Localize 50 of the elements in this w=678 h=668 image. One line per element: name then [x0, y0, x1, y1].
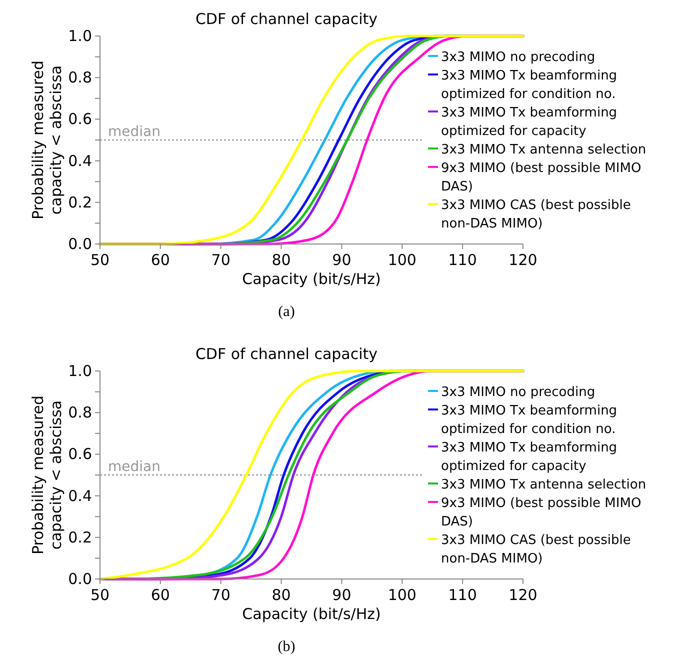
y-axis-title: Probability measured capacity < abscissa	[29, 60, 65, 220]
x-tick-label: 70	[211, 251, 230, 269]
x-axis-title: Capacity (bit/s/Hz)	[242, 605, 381, 623]
x-tick-label: 50	[90, 586, 110, 604]
x-tick-label: 60	[150, 251, 170, 269]
y-tick-label: 0.0	[68, 235, 92, 253]
chart-title: CDF of channel capacity	[195, 10, 378, 28]
x-tick-label: 120	[508, 586, 538, 604]
legend-label: 3x3 MIMO no precoding	[441, 50, 596, 65]
x-tick-label: 50	[90, 251, 110, 269]
x-tick-label: 80	[272, 251, 291, 269]
y-tick-label: 0.8	[68, 68, 92, 87]
y-tick-label: 0.2	[68, 528, 92, 546]
y-axis-title: Probability measured capacity < abscissa	[29, 395, 65, 555]
x-tick-label: 110	[448, 251, 477, 269]
y-tick-label: 0.0	[68, 570, 92, 588]
legend-label: 3x3 MIMO CAS (best possible non-DAS MIMO)	[441, 198, 631, 232]
x-tick-label: 90	[332, 586, 352, 604]
legend-label: 3x3 MIMO Tx beamforming optimized for condition no.	[441, 403, 618, 437]
y-tick-label: 1.0	[68, 362, 92, 380]
y-tick-label: 0.8	[68, 404, 92, 422]
y-tick-label: 0.4	[68, 152, 92, 170]
ref-line-label: median	[108, 124, 160, 140]
chart-title: CDF of channel capacity	[195, 345, 378, 363]
legend-label: 9x3 MIMO (best possible MIMO DAS)	[441, 496, 642, 530]
x-tick-label: 100	[388, 586, 416, 604]
x-tick-label: 100	[388, 251, 416, 269]
x-tick-label: 60	[150, 586, 170, 604]
text: (a)	[278, 304, 295, 320]
y-tick-label: 1.0	[68, 27, 92, 45]
legend-label: 3x3 MIMO CAS (best possible non-DAS MIMO)	[441, 532, 631, 566]
legend-label: 3x3 MIMO Tx beamforming optimized for condition no.	[441, 68, 618, 102]
legend-label: 3x3 MIMO Tx beamforming optimized for capacity	[441, 105, 618, 139]
ref-line-label: median	[108, 459, 160, 475]
x-axis-title: Capacity (bit/s/Hz)	[242, 270, 381, 288]
legend-label: 3x3 MIMO Tx antenna selection	[441, 142, 646, 158]
x-tick-label: 110	[448, 586, 477, 604]
legend-label: 3x3 MIMO Tx antenna selection	[441, 477, 646, 492]
x-tick-label: 70	[211, 586, 230, 604]
legend-label: 3x3 MIMO Tx beamforming optimized for capacity	[441, 440, 618, 474]
x-tick-label: 80	[272, 586, 291, 604]
legend-label: 3x3 MIMO no precoding	[441, 384, 596, 400]
y-tick-label: 0.2	[68, 193, 92, 212]
y-tick-label: 0.4	[68, 486, 92, 505]
y-tick-label: 0.6	[68, 110, 92, 128]
text: (b)	[278, 639, 296, 655]
y-tick-label: 0.6	[68, 445, 92, 464]
x-tick-label: 120	[508, 251, 538, 269]
legend-label: 9x3 MIMO (best possible MIMO DAS)	[441, 160, 642, 194]
x-tick-label: 90	[332, 251, 352, 269]
